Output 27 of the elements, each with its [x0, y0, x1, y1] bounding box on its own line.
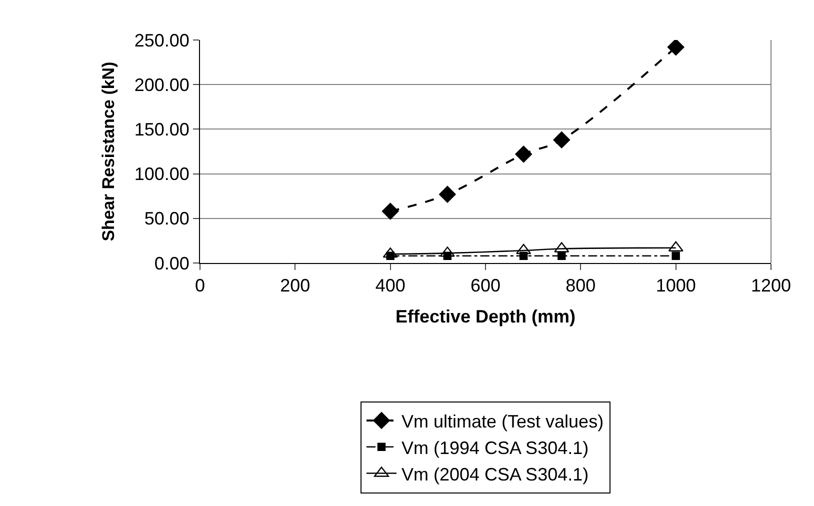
point: [667, 40, 684, 56]
y-tick-label: 150.00: [134, 120, 190, 140]
y-tick-label: 100.00: [134, 164, 190, 184]
x-tick-label: 1000: [656, 276, 696, 296]
x-axis-title: Effective Depth (mm): [395, 306, 576, 327]
y-tick-label: 0.00: [154, 253, 190, 274]
x-tick-label: 400: [375, 276, 406, 296]
legend-label: Vm ultimate (Test values): [402, 411, 604, 432]
y-tick-label: 50.00: [144, 208, 190, 229]
point: [672, 252, 680, 260]
y-axis-title: Shear Resistance (kN): [98, 62, 118, 242]
point: [515, 146, 532, 163]
y-tick-label: 250.00: [134, 30, 190, 50]
x-tick-label: 800: [566, 276, 596, 296]
legend-label: Vm (2004 CSA S304.1): [402, 464, 589, 484]
x-tick-label: 200: [280, 276, 310, 296]
x-tick-label: 0: [194, 276, 206, 296]
point: [516, 244, 532, 254]
point: [553, 132, 570, 148]
x-tick-label: 1200: [750, 276, 792, 296]
point: [382, 202, 399, 220]
y-tick-label: 200.00: [134, 74, 190, 95]
legend-label: Vm (1994 CSA S304.1): [402, 438, 589, 458]
point: [382, 247, 398, 258]
x-tick-label: 600: [470, 276, 501, 296]
point: [558, 252, 566, 260]
point: [439, 186, 456, 203]
